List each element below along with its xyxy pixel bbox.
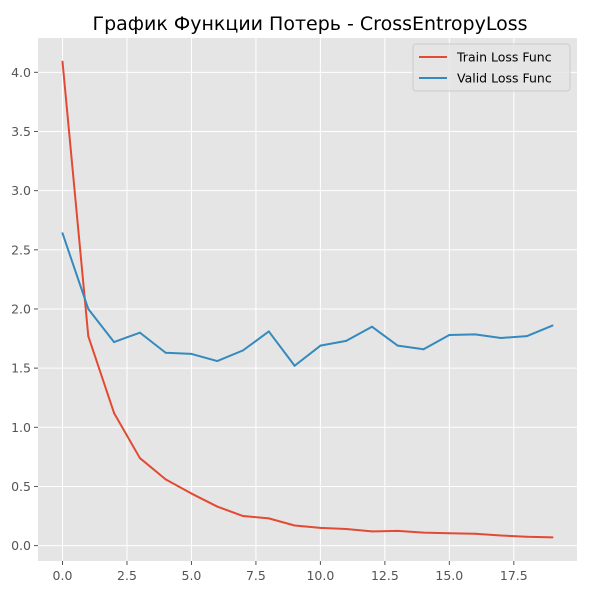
data-point-valid [448, 333, 451, 336]
x-tick-label: 17.5 [500, 568, 528, 583]
data-point-train [345, 528, 348, 531]
data-point-train [474, 532, 477, 535]
y-tick-label: 2.0 [11, 301, 31, 316]
y-tick-label: 0.5 [11, 479, 31, 494]
data-point-train [551, 536, 554, 539]
data-point-valid [293, 364, 296, 367]
legend-box [412, 43, 571, 92]
data-point-valid [474, 333, 477, 336]
data-point-train [113, 412, 116, 415]
x-tick-label: 2.5 [117, 568, 137, 583]
y-tick-label: 1.0 [11, 420, 31, 435]
data-point-train [267, 517, 270, 520]
x-tick-label: 10.0 [306, 568, 334, 583]
data-point-valid [61, 232, 64, 235]
data-point-valid [267, 330, 270, 333]
data-point-train [422, 531, 425, 534]
plot-area [38, 38, 577, 561]
data-point-valid [319, 344, 322, 347]
y-tick-label: 4.0 [11, 65, 31, 80]
data-point-valid [525, 335, 528, 338]
series-line-valid [61, 232, 553, 367]
data-point-train [499, 534, 502, 537]
x-tick-label: 15.0 [435, 568, 463, 583]
legend-label: Train Loss Func [456, 50, 552, 65]
data-point-valid [242, 349, 245, 352]
data-point-train [319, 526, 322, 529]
y-tick-label: 2.5 [11, 242, 31, 257]
data-point-train [370, 530, 373, 533]
legend-label: Valid Loss Func [457, 71, 552, 86]
data-point-valid [113, 341, 116, 344]
data-point-train [525, 535, 528, 538]
x-tick-label: 0.0 [53, 568, 73, 583]
data-point-train [164, 478, 167, 481]
data-point-valid [370, 325, 373, 328]
y-tick-label: 3.0 [11, 183, 31, 198]
data-point-train [138, 457, 141, 460]
y-tick-label: 0.0 [11, 538, 31, 553]
x-tick-label: 7.5 [246, 568, 266, 583]
data-point-train [293, 524, 296, 527]
data-point-train [396, 529, 399, 532]
series-line-train [61, 61, 553, 539]
data-point-train [216, 505, 219, 508]
legend: Train Loss Func Valid Loss Func [412, 43, 571, 92]
data-point-train [87, 335, 90, 338]
data-point-valid [87, 307, 90, 310]
data-point-train [242, 515, 245, 518]
data-point-train [448, 532, 451, 535]
y-tick-label: 1.5 [11, 361, 31, 376]
data-point-valid [422, 348, 425, 351]
grid-lines [38, 38, 577, 561]
y-tick-label: 3.5 [11, 124, 31, 139]
x-axis: 0.0 2.5 5.0 7.5 10.0 12.5 15.0 17.5 [53, 561, 528, 583]
data-point-train [190, 492, 193, 495]
series-lines [61, 60, 554, 539]
data-point-valid [164, 351, 167, 354]
chart-title: График Функции Потерь - CrossEntropyLoss [92, 13, 527, 35]
x-tick-label: 12.5 [371, 568, 399, 583]
data-point-valid [345, 339, 348, 342]
data-point-valid [138, 331, 141, 334]
data-point-valid [190, 352, 193, 355]
x-tick-label: 5.0 [182, 568, 202, 583]
data-point-valid [396, 344, 399, 347]
y-axis: 0.0 0.5 1.0 1.5 2.0 2.5 3.0 3.5 4.0 [11, 65, 38, 553]
data-point-valid [216, 360, 219, 363]
data-point-valid [499, 336, 502, 339]
data-point-train [61, 60, 64, 63]
data-point-valid [551, 324, 554, 327]
